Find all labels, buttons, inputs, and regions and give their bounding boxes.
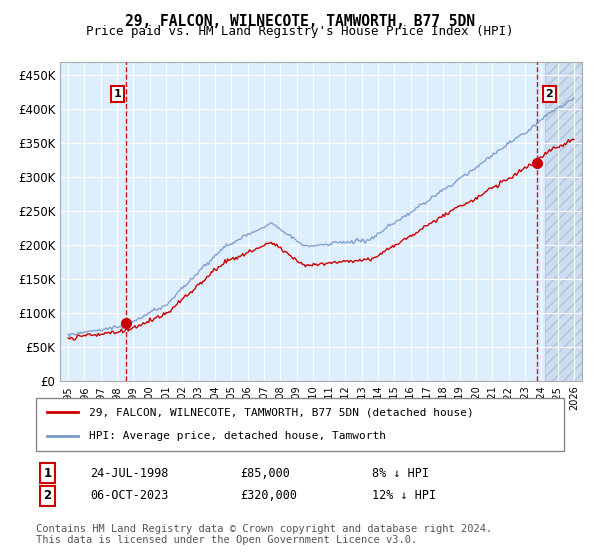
Text: 1: 1	[113, 89, 121, 99]
Text: 06-OCT-2023: 06-OCT-2023	[90, 489, 169, 502]
Text: 12% ↓ HPI: 12% ↓ HPI	[372, 489, 436, 502]
Text: £320,000: £320,000	[240, 489, 297, 502]
Text: 29, FALCON, WILNECOTE, TAMWORTH, B77 5DN: 29, FALCON, WILNECOTE, TAMWORTH, B77 5DN	[125, 14, 475, 29]
Text: 1: 1	[43, 466, 52, 480]
Text: 8% ↓ HPI: 8% ↓ HPI	[372, 466, 429, 480]
Bar	[545, 62, 582, 381]
Text: HPI: Average price, detached house, Tamworth: HPI: Average price, detached house, Tamw…	[89, 431, 386, 441]
FancyBboxPatch shape	[36, 398, 564, 451]
Text: 2: 2	[545, 89, 553, 99]
Bar	[545, 62, 582, 381]
Text: 24-JUL-1998: 24-JUL-1998	[90, 466, 169, 480]
Text: Price paid vs. HM Land Registry's House Price Index (HPI): Price paid vs. HM Land Registry's House …	[86, 25, 514, 38]
Text: 2: 2	[43, 489, 52, 502]
Text: 29, FALCON, WILNECOTE, TAMWORTH, B77 5DN (detached house): 29, FALCON, WILNECOTE, TAMWORTH, B77 5DN…	[89, 408, 473, 418]
Text: Contains HM Land Registry data © Crown copyright and database right 2024.
This d: Contains HM Land Registry data © Crown c…	[36, 524, 492, 545]
Text: £85,000: £85,000	[240, 466, 290, 480]
